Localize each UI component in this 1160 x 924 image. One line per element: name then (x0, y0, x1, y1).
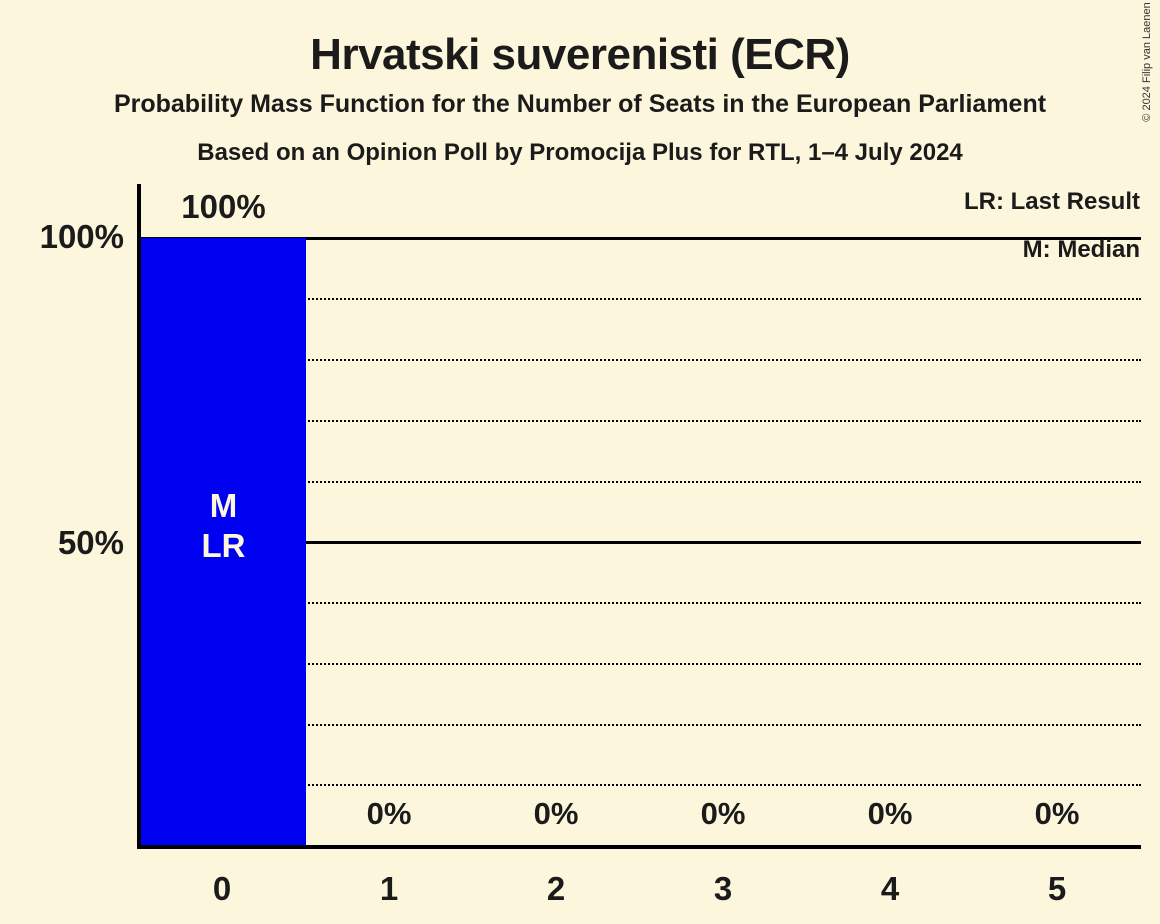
x-tick-label-1: 1 (379, 870, 399, 907)
x-tick-label-4: 4 (880, 870, 900, 907)
bar-value-label-0: 100% (181, 188, 266, 225)
gridline-50pct (141, 541, 1141, 544)
bar-value-label-4: 0% (867, 796, 913, 831)
gridline-30pct (141, 663, 1141, 665)
bar-seat-0 (141, 238, 306, 845)
gridline-40pct (141, 602, 1141, 604)
y-tick-label-50: 50% (57, 524, 124, 561)
gridline-100pct (141, 237, 1141, 240)
bar-value-label-5: 0% (1034, 796, 1080, 831)
bar-value-label-3: 0% (700, 796, 746, 831)
chart-title: Hrvatski suverenisti (ECR) (310, 30, 850, 79)
copyright-notice: © 2024 Filip van Laenen (1141, 2, 1153, 122)
gridline-90pct (141, 298, 1141, 300)
y-tick-label-100: 100% (39, 218, 124, 255)
gridline-10pct (141, 784, 1141, 786)
bar-value-label-2: 0% (533, 796, 579, 831)
gridline-60pct (141, 481, 1141, 483)
legend-last-result: LR: Last Result (963, 188, 1140, 215)
chart-poll-info: Based on an Opinion Poll by Promocija Pl… (197, 139, 963, 166)
chart-subtitle: Probability Mass Function for the Number… (113, 90, 1047, 118)
gridline-70pct (141, 420, 1141, 422)
x-axis-line (137, 845, 1141, 849)
y-axis-line (137, 184, 141, 849)
median-marker: M (209, 487, 238, 524)
x-tick-label-2: 2 (546, 870, 566, 907)
x-tick-label-0: 0 (212, 870, 232, 907)
gridline-80pct (141, 359, 1141, 361)
bar-value-label-1: 0% (366, 796, 412, 831)
gridline-20pct (141, 724, 1141, 726)
x-tick-label-3: 3 (713, 870, 733, 907)
x-tick-label-5: 5 (1047, 870, 1067, 907)
bar-annotations: M LR (141, 486, 306, 566)
last-result-marker: LR (201, 527, 246, 564)
legend-median: M: Median (1022, 236, 1140, 263)
